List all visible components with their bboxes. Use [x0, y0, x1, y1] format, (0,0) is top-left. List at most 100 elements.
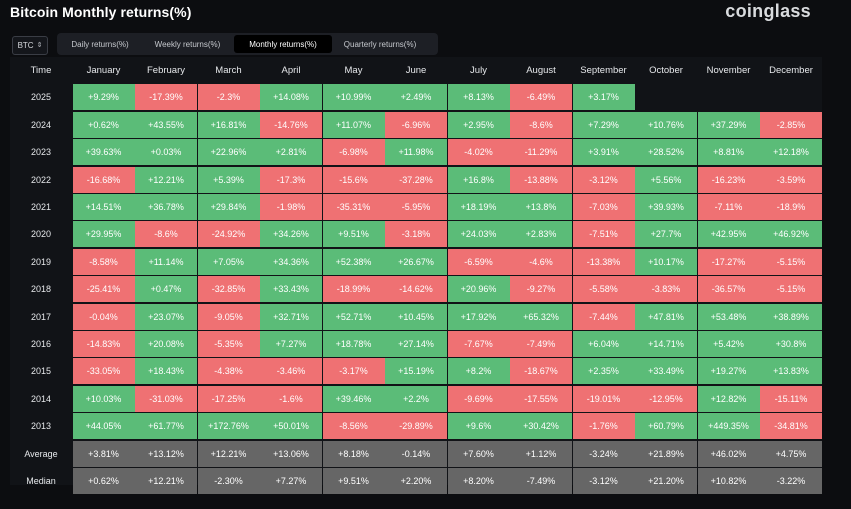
- table-row-2016: 2016 -14.83% +20.08% -5.35% +7.27% +18.78% +27…: [10, 331, 823, 358]
- return-cell-2016-november: +5.42%: [697, 331, 760, 357]
- chevron-up-down-icon: ⇕: [36, 42, 43, 49]
- return-cell-2015-april: -3.46%: [260, 358, 322, 385]
- return-cell-2018-may: -18.99%: [322, 276, 385, 303]
- return-cell-2016-may: +18.78%: [322, 331, 385, 357]
- table-row-2019: 2019 -8.58% +11.14% +7.05% +34.36% +52.38% +26…: [10, 248, 823, 276]
- column-header-january: January: [86, 64, 121, 76]
- return-cell-2025-june: +2.49%: [385, 84, 447, 111]
- median-cell-march: -2.30%: [197, 468, 260, 494]
- table-row-2025: 2025 +9.29% -17.39% -2.3% +14.08% +10.99% +2.4…: [10, 84, 823, 111]
- row-label-2017: 2017: [30, 311, 52, 322]
- column-header-august: August: [526, 64, 556, 76]
- column-header-may: May: [344, 64, 363, 76]
- row-label-2021: 2021: [30, 202, 52, 212]
- return-cell-2016-april: +7.27%: [260, 331, 322, 357]
- return-cell-2024-august: -8.6%: [510, 111, 572, 138]
- return-cell-2018-december: -5.15%: [760, 276, 822, 303]
- table-row-2022: 2022 -16.68% +12.21% +5.39% -17.3% -15.6% -37.…: [10, 166, 823, 194]
- column-header-december: December: [769, 64, 813, 76]
- column-header-march: March: [215, 64, 242, 76]
- tab-monthly-returns[interactable]: Monthly returns(%): [234, 35, 332, 53]
- median-cell-january: +0.62%: [72, 468, 135, 494]
- return-cell-2018-april: +33.43%: [260, 276, 322, 303]
- asset-select[interactable]: BTC ⇕: [12, 36, 48, 55]
- average-cell-december: +4.75%: [760, 440, 822, 467]
- median-cell-december: -3.22%: [760, 468, 822, 494]
- return-cell-2023-april: +2.81%: [260, 139, 322, 166]
- return-cell-2019-march: +7.05%: [197, 248, 260, 275]
- return-cell-2025-january: +9.29%: [72, 84, 135, 111]
- monthly-returns-table: Time January February March April May June July…: [10, 57, 823, 494]
- return-cell-2018-november: -36.57%: [697, 276, 760, 303]
- return-cell-2022-january: -16.68%: [72, 166, 135, 193]
- return-cell-2023-may: -6.98%: [322, 139, 385, 166]
- table-row-2013: 2013 +44.05% +61.77% +172.76% +50.01% -8.56% -…: [10, 413, 823, 440]
- return-cell-2024-september: +7.29%: [572, 111, 635, 138]
- row-label-2013: 2013: [30, 421, 52, 432]
- average-cell-february: +13.12%: [135, 440, 197, 467]
- return-cell-2019-december: -5.15%: [760, 248, 822, 275]
- return-cell-2022-december: -3.59%: [760, 166, 822, 193]
- column-header-time: Time: [30, 64, 52, 76]
- row-label-2022: 2022: [30, 174, 52, 185]
- return-cell-2020-july: +24.03%: [447, 221, 510, 248]
- return-cell-2014-november: +12.82%: [697, 385, 760, 412]
- return-cell-2017-july: +17.92%: [447, 303, 510, 330]
- row-label-2023: 2023: [30, 147, 52, 158]
- return-cell-2020-march: -24.92%: [197, 221, 260, 248]
- return-cell-2018-july: +20.96%: [447, 276, 510, 303]
- return-cell-2014-february: -31.03%: [135, 385, 197, 412]
- return-cell-2017-march: -9.05%: [197, 303, 260, 330]
- column-header-april: April: [281, 64, 301, 76]
- average-cell-may: +8.18%: [322, 440, 385, 467]
- return-cell-2022-june: -37.28%: [385, 166, 447, 193]
- coinglass-logo[interactable]: coinglass: [725, 1, 811, 21]
- return-cell-2013-june: -29.89%: [385, 413, 447, 440]
- return-cell-2018-june: -14.62%: [385, 276, 447, 303]
- return-cell-2024-july: +2.95%: [447, 111, 510, 138]
- return-cell-2024-october: +10.76%: [635, 111, 697, 138]
- table-row-2015: 2015 -33.05% +18.43% -4.38% -3.46% -3.17% +15.…: [10, 358, 823, 385]
- return-cell-2023-january: +39.63%: [72, 139, 135, 166]
- table-row-2024: 2024 +0.62% +43.55% +16.81% -14.76% +11.07% -6…: [10, 111, 823, 139]
- return-cell-2013-september: -1.76%: [572, 413, 635, 440]
- return-cell-2014-june: +2.2%: [385, 385, 447, 412]
- row-label-2018: 2018: [30, 284, 52, 295]
- return-cell-2020-february: -8.6%: [135, 221, 197, 248]
- return-cell-2017-september: -7.44%: [572, 303, 635, 330]
- return-cell-2021-august: +13.8%: [510, 194, 572, 220]
- return-cell-2014-september: -19.01%: [572, 385, 635, 412]
- median-cell-february: +12.21%: [135, 468, 197, 494]
- return-cell-2019-november: -17.27%: [697, 248, 760, 275]
- median-cell-august: -7.49%: [510, 468, 572, 494]
- median-cell-may: +9.51%: [322, 468, 385, 494]
- row-label-average: Average: [24, 448, 58, 459]
- return-cell-2023-august: -11.29%: [510, 139, 572, 166]
- tab-quarterly-returns[interactable]: Quarterly returns(%): [343, 39, 417, 49]
- median-cell-november: +10.82%: [697, 468, 760, 494]
- average-cell-october: +21.89%: [635, 440, 697, 467]
- median-cell-april: +7.27%: [260, 468, 322, 494]
- return-cell-2015-september: +2.35%: [572, 358, 635, 385]
- return-cell-2021-october: +39.93%: [635, 194, 697, 220]
- return-cell-2020-april: +34.26%: [260, 221, 322, 248]
- return-cell-2025-august: -6.49%: [510, 84, 572, 111]
- return-cell-2021-february: +36.78%: [135, 194, 197, 220]
- return-cell-2019-april: +34.36%: [260, 248, 322, 275]
- return-cell-2016-september: +6.04%: [572, 331, 635, 357]
- tab-daily-returns[interactable]: Daily returns(%): [71, 39, 129, 49]
- return-cell-2019-june: +26.67%: [385, 248, 447, 275]
- median-cell-september: -3.12%: [572, 468, 635, 494]
- return-cell-2019-may: +52.38%: [322, 248, 385, 275]
- return-cell-2024-february: +43.55%: [135, 111, 197, 138]
- return-cell-2024-may: +11.07%: [322, 111, 385, 138]
- return-cell-2015-october: +33.49%: [635, 358, 697, 385]
- return-cell-2023-september: +3.91%: [572, 139, 635, 166]
- row-label-2024: 2024: [30, 119, 52, 130]
- tab-weekly-returns[interactable]: Weekly returns(%): [154, 39, 221, 49]
- table-row-2021: 2021 +14.51% +36.78% +29.84% -1.98% -35.31% -5…: [10, 194, 823, 221]
- return-cell-2025-september: +3.17%: [572, 84, 635, 111]
- return-cell-2024-june: -6.96%: [385, 111, 447, 138]
- row-label-2015: 2015: [30, 366, 52, 377]
- row-label-2020: 2020: [30, 229, 52, 240]
